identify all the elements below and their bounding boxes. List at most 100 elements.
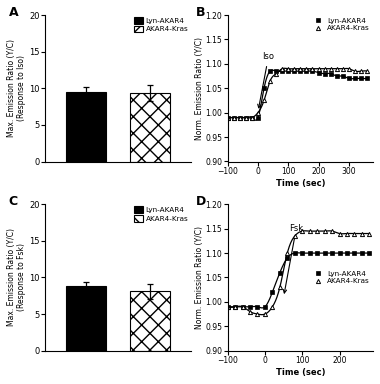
Legend: Lyn-AKAR4, AKAR4-Kras: Lyn-AKAR4, AKAR4-Kras [133,17,189,33]
AKAR4-Kras [225,305,230,309]
Lyn-AKAR4 [240,305,245,309]
Legend: Lyn-AKAR4, AKAR4-Kras: Lyn-AKAR4, AKAR4-Kras [311,17,371,32]
Text: C: C [9,195,18,209]
AKAR4-Kras [225,115,230,120]
Lyn-AKAR4 [347,76,351,81]
Lyn-AKAR4 [337,251,342,255]
AKAR4-Kras [352,231,357,236]
Lyn-AKAR4 [270,290,275,295]
Lyn-AKAR4 [292,69,296,73]
Lyn-AKAR4 [359,251,364,255]
AKAR4-Kras [238,115,242,120]
AKAR4-Kras [334,66,339,71]
Lyn-AKAR4 [250,115,254,120]
Lyn-AKAR4 [293,251,297,255]
Text: Fsk: Fsk [283,224,303,293]
AKAR4-Kras [240,305,245,309]
Lyn-AKAR4 [225,305,230,309]
Lyn-AKAR4 [268,69,272,73]
Line: AKAR4-Kras: AKAR4-Kras [226,67,369,120]
Lyn-AKAR4 [238,115,242,120]
Bar [130,93,170,162]
Lyn-AKAR4 [225,115,230,120]
Y-axis label: Norm. Emission Ratio (Y/C): Norm. Emission Ratio (Y/C) [195,226,204,329]
AKAR4-Kras [262,98,266,103]
AKAR4-Kras [310,66,315,71]
Line: Lyn-AKAR4: Lyn-AKAR4 [226,251,371,308]
Bar [130,291,170,351]
Lyn-AKAR4 [328,71,333,76]
Text: D: D [196,195,206,209]
Lyn-AKAR4 [307,251,312,255]
AKAR4-Kras [345,231,349,236]
Line: Lyn-AKAR4: Lyn-AKAR4 [226,70,369,119]
Lyn-AKAR4 [263,305,267,309]
Lyn-AKAR4 [316,70,321,75]
AKAR4-Kras [359,69,363,73]
Lyn-AKAR4 [274,69,279,73]
Lyn-AKAR4 [345,251,349,255]
AKAR4-Kras [285,251,290,255]
Lyn-AKAR4 [286,69,291,73]
Lyn-AKAR4 [233,305,238,309]
AKAR4-Kras [300,229,304,233]
AKAR4-Kras [286,66,291,71]
AKAR4-Kras [307,229,312,233]
Lyn-AKAR4 [280,69,285,73]
AKAR4-Kras [233,305,238,309]
Lyn-AKAR4 [353,76,357,81]
Lyn-AKAR4 [298,69,302,73]
AKAR4-Kras [367,231,372,236]
Legend: Lyn-AKAR4, AKAR4-Kras: Lyn-AKAR4, AKAR4-Kras [311,270,371,285]
AKAR4-Kras [270,305,275,309]
Lyn-AKAR4 [285,256,290,260]
Y-axis label: Norm. Emission Ratio (Y/C): Norm. Emission Ratio (Y/C) [195,37,204,140]
Y-axis label: Max. Emission Ratio (Y/C)
(Response to Iso): Max. Emission Ratio (Y/C) (Response to I… [7,39,26,137]
AKAR4-Kras [256,110,260,115]
AKAR4-Kras [365,69,369,73]
AKAR4-Kras [244,115,248,120]
AKAR4-Kras [280,66,285,71]
AKAR4-Kras [304,66,309,71]
AKAR4-Kras [359,231,364,236]
AKAR4-Kras [248,310,252,314]
Lyn-AKAR4 [359,76,363,81]
Lyn-AKAR4 [340,74,345,78]
AKAR4-Kras [274,71,279,76]
AKAR4-Kras [268,79,272,83]
Lyn-AKAR4 [262,86,266,91]
X-axis label: Time (sec): Time (sec) [276,179,325,188]
Lyn-AKAR4 [231,115,236,120]
Text: Iso: Iso [258,52,274,108]
AKAR4-Kras [328,66,333,71]
AKAR4-Kras [316,66,321,71]
Lyn-AKAR4 [256,115,260,120]
Line: AKAR4-Kras: AKAR4-Kras [226,229,371,316]
AKAR4-Kras [231,115,236,120]
Lyn-AKAR4 [300,251,304,255]
Lyn-AKAR4 [248,305,252,309]
X-axis label: Time (sec): Time (sec) [276,368,325,377]
AKAR4-Kras [293,234,297,238]
Lyn-AKAR4 [310,69,315,73]
AKAR4-Kras [322,66,327,71]
AKAR4-Kras [250,115,254,120]
AKAR4-Kras [337,231,342,236]
AKAR4-Kras [353,69,357,73]
Bar [65,92,106,162]
Lyn-AKAR4 [322,71,327,76]
Bar [65,286,106,351]
Text: A: A [9,6,19,19]
AKAR4-Kras [347,66,351,71]
Lyn-AKAR4 [367,251,372,255]
Lyn-AKAR4 [322,251,327,255]
AKAR4-Kras [322,229,327,233]
AKAR4-Kras [263,312,267,316]
Lyn-AKAR4 [244,115,248,120]
AKAR4-Kras [330,229,334,233]
Lyn-AKAR4 [315,251,320,255]
Lyn-AKAR4 [277,270,282,275]
Lyn-AKAR4 [365,76,369,81]
Lyn-AKAR4 [304,69,309,73]
Text: B: B [196,6,205,19]
